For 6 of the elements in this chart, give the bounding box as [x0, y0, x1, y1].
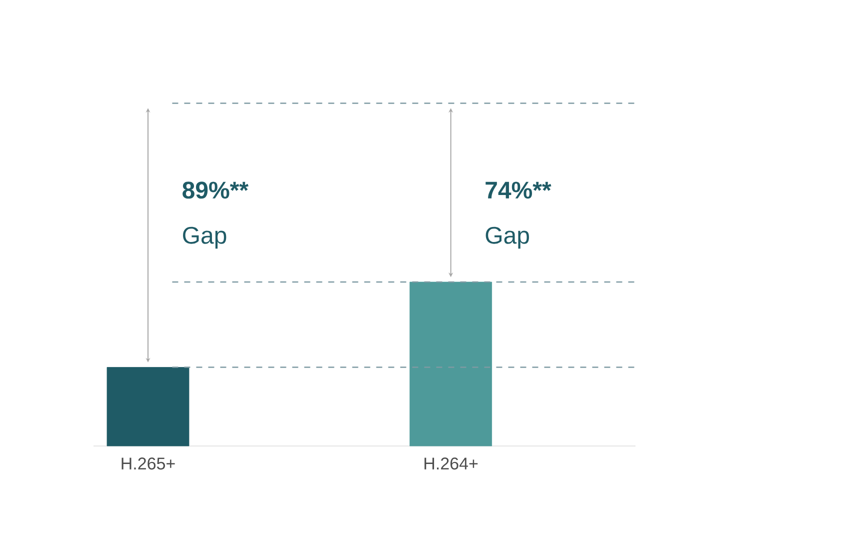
text: 74%**	[486, 182, 552, 199]
text: 89%**	[182, 182, 248, 199]
text: Gap	[486, 226, 529, 249]
x-tick-label: H.264+	[424, 458, 478, 470]
x-tick-label: H.265+	[122, 458, 175, 470]
text: Gap	[183, 226, 226, 249]
